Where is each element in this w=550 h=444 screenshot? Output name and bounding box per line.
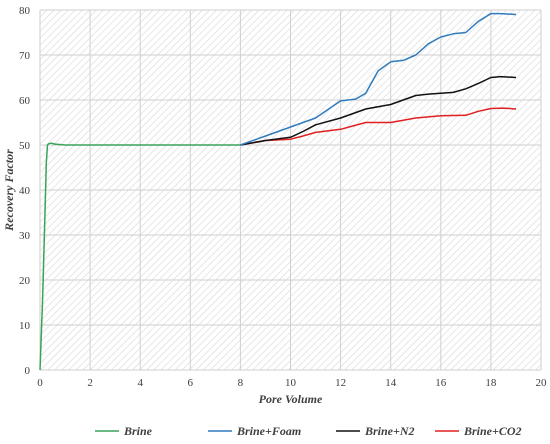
x-tick-label: 8 (238, 377, 244, 389)
y-tick-label: 40 (19, 185, 31, 197)
legend-label-brine-n2: Brine+N2 (364, 424, 415, 438)
x-tick-label: 16 (435, 377, 447, 389)
x-tick-labels: 0 2 4 6 8 10 12 14 16 18 20 (37, 377, 547, 389)
series-line-brine (39, 142, 241, 371)
legend-label-brine-foam: Brine+Foam (236, 424, 301, 438)
x-tick-label: 18 (485, 377, 497, 389)
x-tick-label: 4 (137, 377, 143, 389)
x-tick-label: 2 (87, 377, 93, 389)
x-tick-label: 20 (536, 377, 548, 389)
gridlines (39, 9, 542, 371)
y-tick-label: 70 (19, 50, 31, 62)
x-tick-label: 0 (37, 377, 43, 389)
y-tick-label: 50 (19, 140, 31, 152)
y-axis-label: Recovery Factor (2, 149, 16, 232)
legend-label-brine: Brine (123, 424, 153, 438)
y-tick-label: 10 (19, 320, 31, 332)
y-tick-label: 60 (19, 95, 31, 107)
y-tick-label: 30 (19, 230, 31, 242)
legend: Brine Brine+Foam Brine+N2 Brine+CO2 (95, 424, 522, 438)
y-tick-label: 20 (19, 275, 31, 287)
legend-label-brine-co2: Brine+CO2 (463, 424, 522, 438)
series-line-brine-n2 (240, 75, 517, 146)
x-tick-label: 6 (188, 377, 194, 389)
x-tick-label: 14 (385, 377, 397, 389)
x-axis-label: Pore Volume (259, 392, 323, 406)
x-tick-label: 12 (335, 377, 346, 389)
x-tick-label: 10 (285, 377, 297, 389)
data-lines (39, 12, 517, 371)
series-line-brine-co2 (240, 107, 517, 146)
y-tick-label: 0 (25, 365, 31, 377)
series-line-brine-foam (240, 12, 517, 146)
y-tick-labels: 0 10 20 30 40 50 60 70 80 (19, 5, 31, 377)
y-tick-label: 80 (19, 5, 31, 17)
